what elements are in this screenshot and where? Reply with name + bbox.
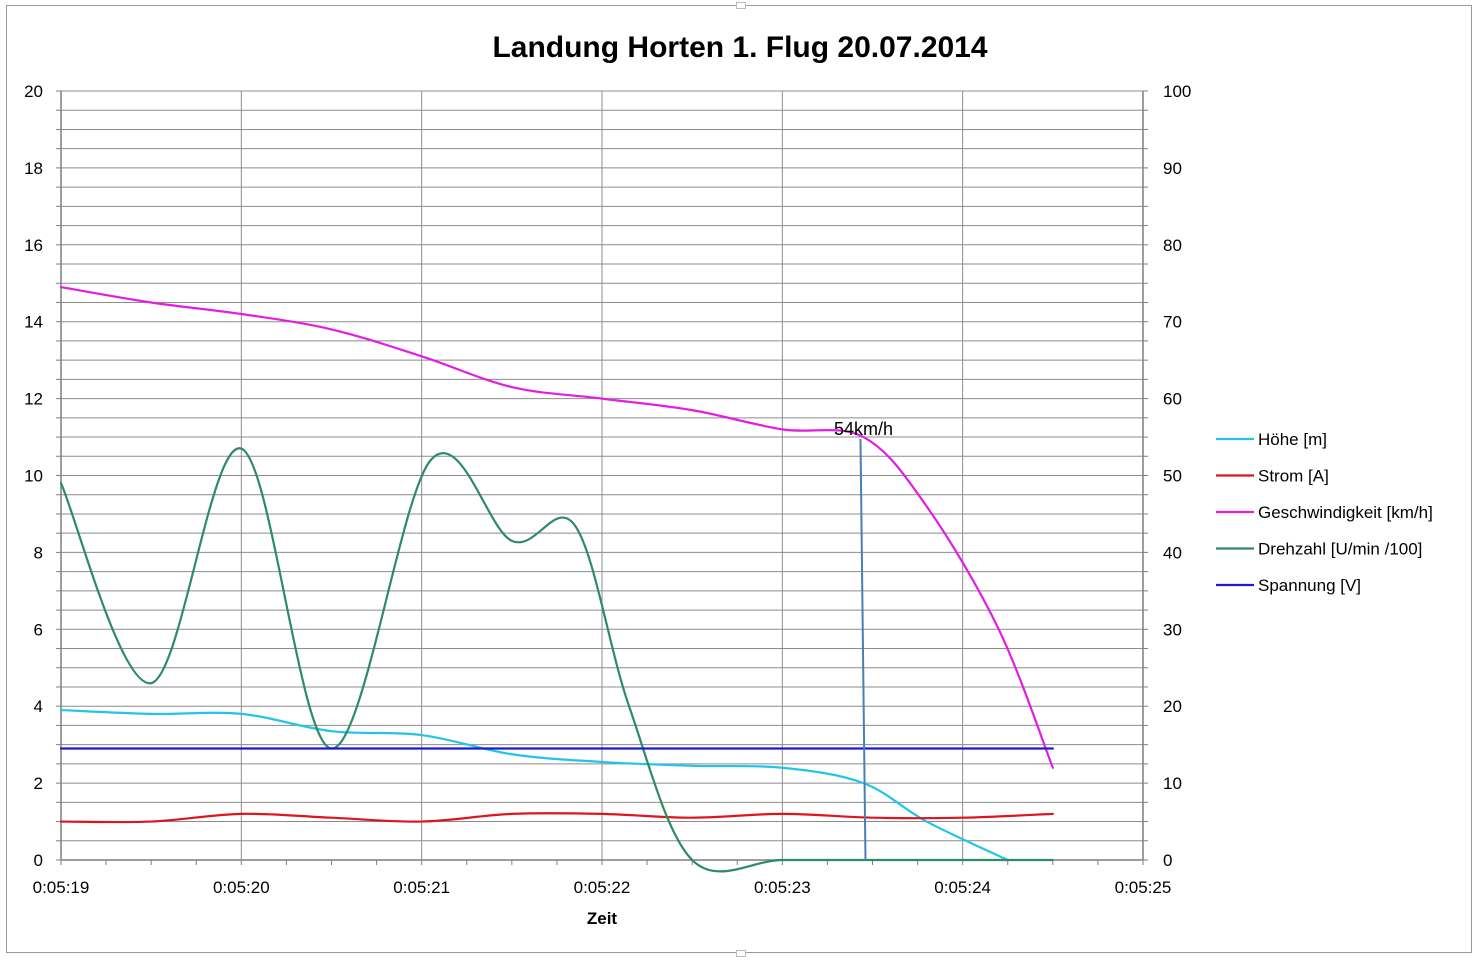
y2-tick-label: 20 (1163, 697, 1182, 716)
series-line-drehzahl-u-min-100 (59, 447, 1054, 873)
x-tick-label: 0:05:25 (1115, 878, 1172, 897)
axes (56, 90, 1148, 865)
annotation-marker-line (859, 439, 867, 861)
legend-entry-label: Geschwindigkeit [km/h] (1258, 503, 1433, 522)
y2-tick-label: 10 (1163, 774, 1182, 793)
grid-lines (60, 90, 1144, 861)
y-tick-label: 0 (34, 851, 43, 870)
y2-tick-label: 70 (1163, 313, 1182, 332)
x-tick-label: 0:05:19 (33, 878, 90, 897)
y2-tick-label: 40 (1163, 543, 1182, 562)
y2-tick-label: 50 (1163, 467, 1182, 486)
chart-title: Landung Horten 1. Flug 20.07.2014 (492, 31, 987, 64)
x-axis-label: Zeit (587, 909, 618, 928)
y-tick-label: 16 (24, 236, 43, 255)
series-lines (59, 285, 1054, 873)
legend-entry-label: Höhe [m] (1258, 430, 1327, 449)
legend[interactable]: Höhe [m] Strom [A] Geschwindigkeit [km/h] D… (1216, 430, 1433, 595)
x-tick-label: 0:05:23 (754, 878, 811, 897)
y-tick-label: 18 (24, 159, 43, 178)
y-tick-label: 4 (34, 697, 43, 716)
x-tick-label: 0:05:24 (934, 878, 991, 897)
series-line-strom-a (59, 812, 1054, 824)
y2-tick-label: 80 (1163, 236, 1182, 255)
resize-handle-top[interactable] (736, 2, 746, 9)
y-tick-label: 2 (34, 774, 43, 793)
y-tick-label: 6 (34, 620, 43, 639)
y2-tick-label: 90 (1163, 159, 1182, 178)
chart-frame (6, 5, 1472, 953)
annotations: 54km/h (834, 419, 893, 861)
y-tick-label: 20 (24, 82, 43, 101)
y2-tick-label: 60 (1163, 390, 1182, 409)
x-tick-label: 0:05:21 (393, 878, 450, 897)
series-line-geschwindigkeit-km-h (59, 285, 1054, 769)
y2-tick-label: 100 (1163, 82, 1191, 101)
x-tick-label: 0:05:22 (574, 878, 631, 897)
tick-labels: 0 2 4 6 8 10 12 14 16 18 20 0 10 20 30 40 50 60 70 80 90 100 0… (24, 82, 1191, 897)
y2-tick-label: 30 (1163, 620, 1182, 639)
y-tick-label: 8 (34, 543, 43, 562)
y-tick-label: 14 (24, 313, 43, 332)
legend-entry-label: Strom [A] (1258, 467, 1329, 486)
y-tick-label: 12 (24, 390, 43, 409)
y-tick-label: 10 (24, 467, 43, 486)
legend-entry-label: Spannung [V] (1258, 576, 1361, 595)
legend-entry-label: Drehzahl [U/min /100] (1258, 540, 1422, 559)
x-tick-label: 0:05:20 (213, 878, 270, 897)
y2-tick-label: 0 (1163, 851, 1172, 870)
annotation-label: 54km/h (834, 419, 893, 439)
resize-handle-bottom[interactable] (736, 950, 746, 957)
